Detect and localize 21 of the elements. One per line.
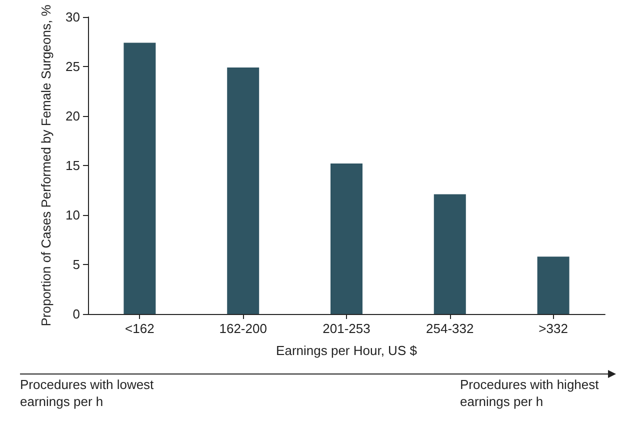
y-tick-label: 0 xyxy=(72,306,80,322)
x-tick-label: 201-253 xyxy=(322,321,370,336)
y-tick-label: 30 xyxy=(66,10,80,24)
text: Procedures with lowest earnings per h xyxy=(20,376,155,410)
bar xyxy=(537,256,570,314)
bar xyxy=(330,164,362,314)
y-tick-label: 20 xyxy=(66,108,80,124)
x-tick-label: 254-332 xyxy=(426,321,474,336)
y-tick-label: 5 xyxy=(72,257,80,272)
y-axis-title: Proportion of Cases Performed by Female Surgeons, % xyxy=(38,4,54,326)
y-tick-label: 15 xyxy=(66,158,80,173)
bar xyxy=(227,67,260,314)
x-tick-label: 162-200 xyxy=(219,321,267,336)
x-tick-label: >332 xyxy=(538,321,568,336)
bar xyxy=(124,42,156,314)
bar xyxy=(434,194,466,314)
y-tick-label: 10 xyxy=(66,208,80,222)
text: Procedures with highest earnings per h xyxy=(460,376,600,410)
y-tick-label: 25 xyxy=(66,59,80,74)
x-axis-title: Earnings per Hour, US $ xyxy=(276,343,418,358)
x-tick-label: <162 xyxy=(125,321,154,336)
